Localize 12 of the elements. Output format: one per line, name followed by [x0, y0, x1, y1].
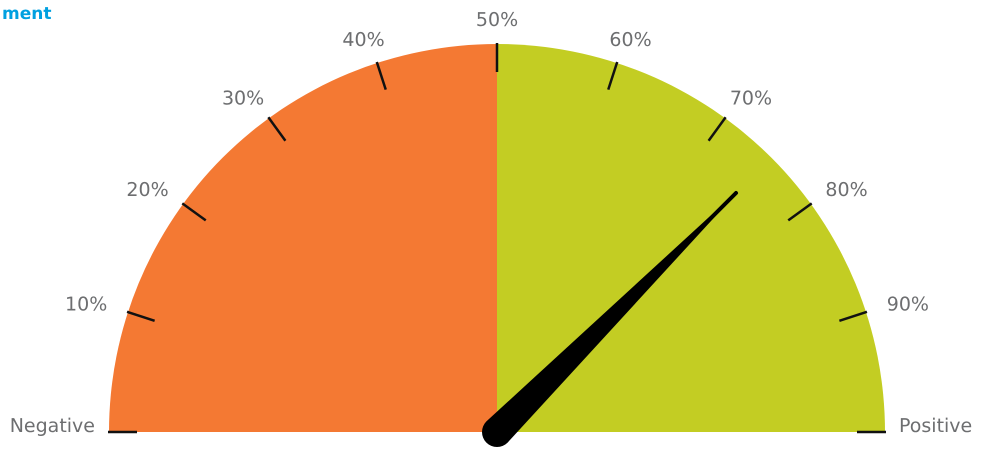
- text: 80%: [825, 178, 868, 201]
- text: 10%: [65, 294, 108, 316]
- text: 90%: [886, 294, 929, 316]
- text: 20%: [126, 178, 169, 201]
- text: 60%: [609, 29, 652, 52]
- text: 30%: [222, 88, 264, 110]
- slice-label: Negative: [10, 415, 95, 437]
- text: 50%: [476, 9, 518, 31]
- text: 40%: [342, 29, 385, 52]
- chart-title: ment: [2, 4, 52, 24]
- slice-label: Positive: [899, 415, 972, 437]
- text: 70%: [730, 88, 772, 110]
